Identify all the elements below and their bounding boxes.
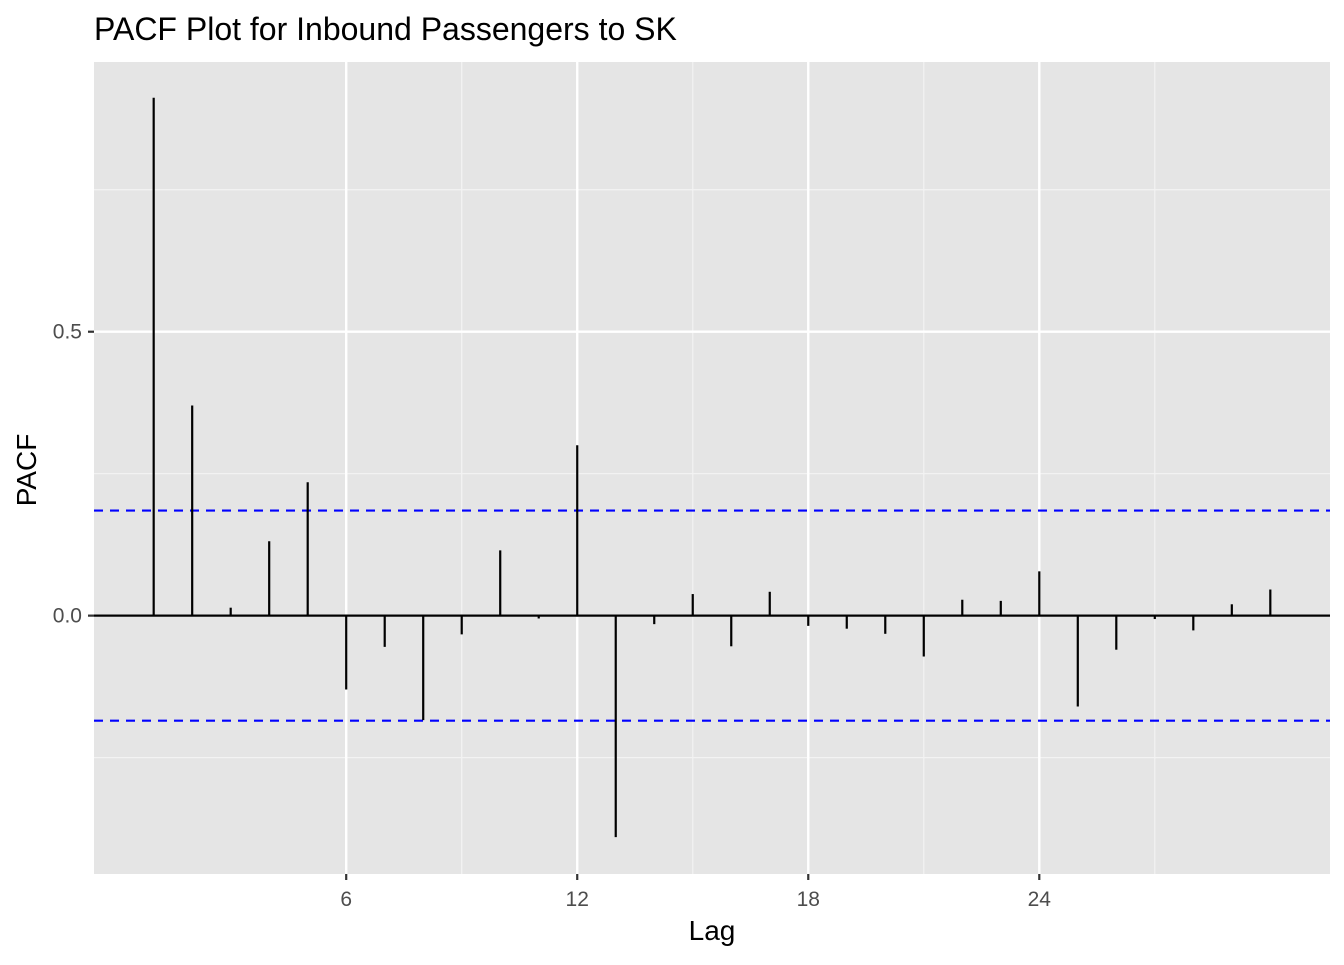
chart-title: PACF Plot for Inbound Passengers to SK <box>94 11 677 47</box>
x-tick-label: 18 <box>797 888 820 911</box>
x-tick-label: 6 <box>340 888 352 911</box>
pacf-bars <box>152 97 1272 838</box>
y-tick-label: 0.0 <box>53 605 82 628</box>
minor-gridlines <box>94 62 1330 874</box>
y-axis: 0.0 0.5 <box>53 321 94 628</box>
y-axis-label: PACF <box>11 434 42 507</box>
plot-panel <box>94 62 1330 874</box>
x-axis-label: Lag <box>689 915 736 946</box>
x-tick-label: 12 <box>566 888 589 911</box>
x-axis: 6 12 18 24 <box>340 874 1051 911</box>
confidence-bounds <box>94 509 1330 722</box>
y-tick-label: 0.5 <box>53 321 82 344</box>
x-tick-label: 24 <box>1028 888 1052 911</box>
